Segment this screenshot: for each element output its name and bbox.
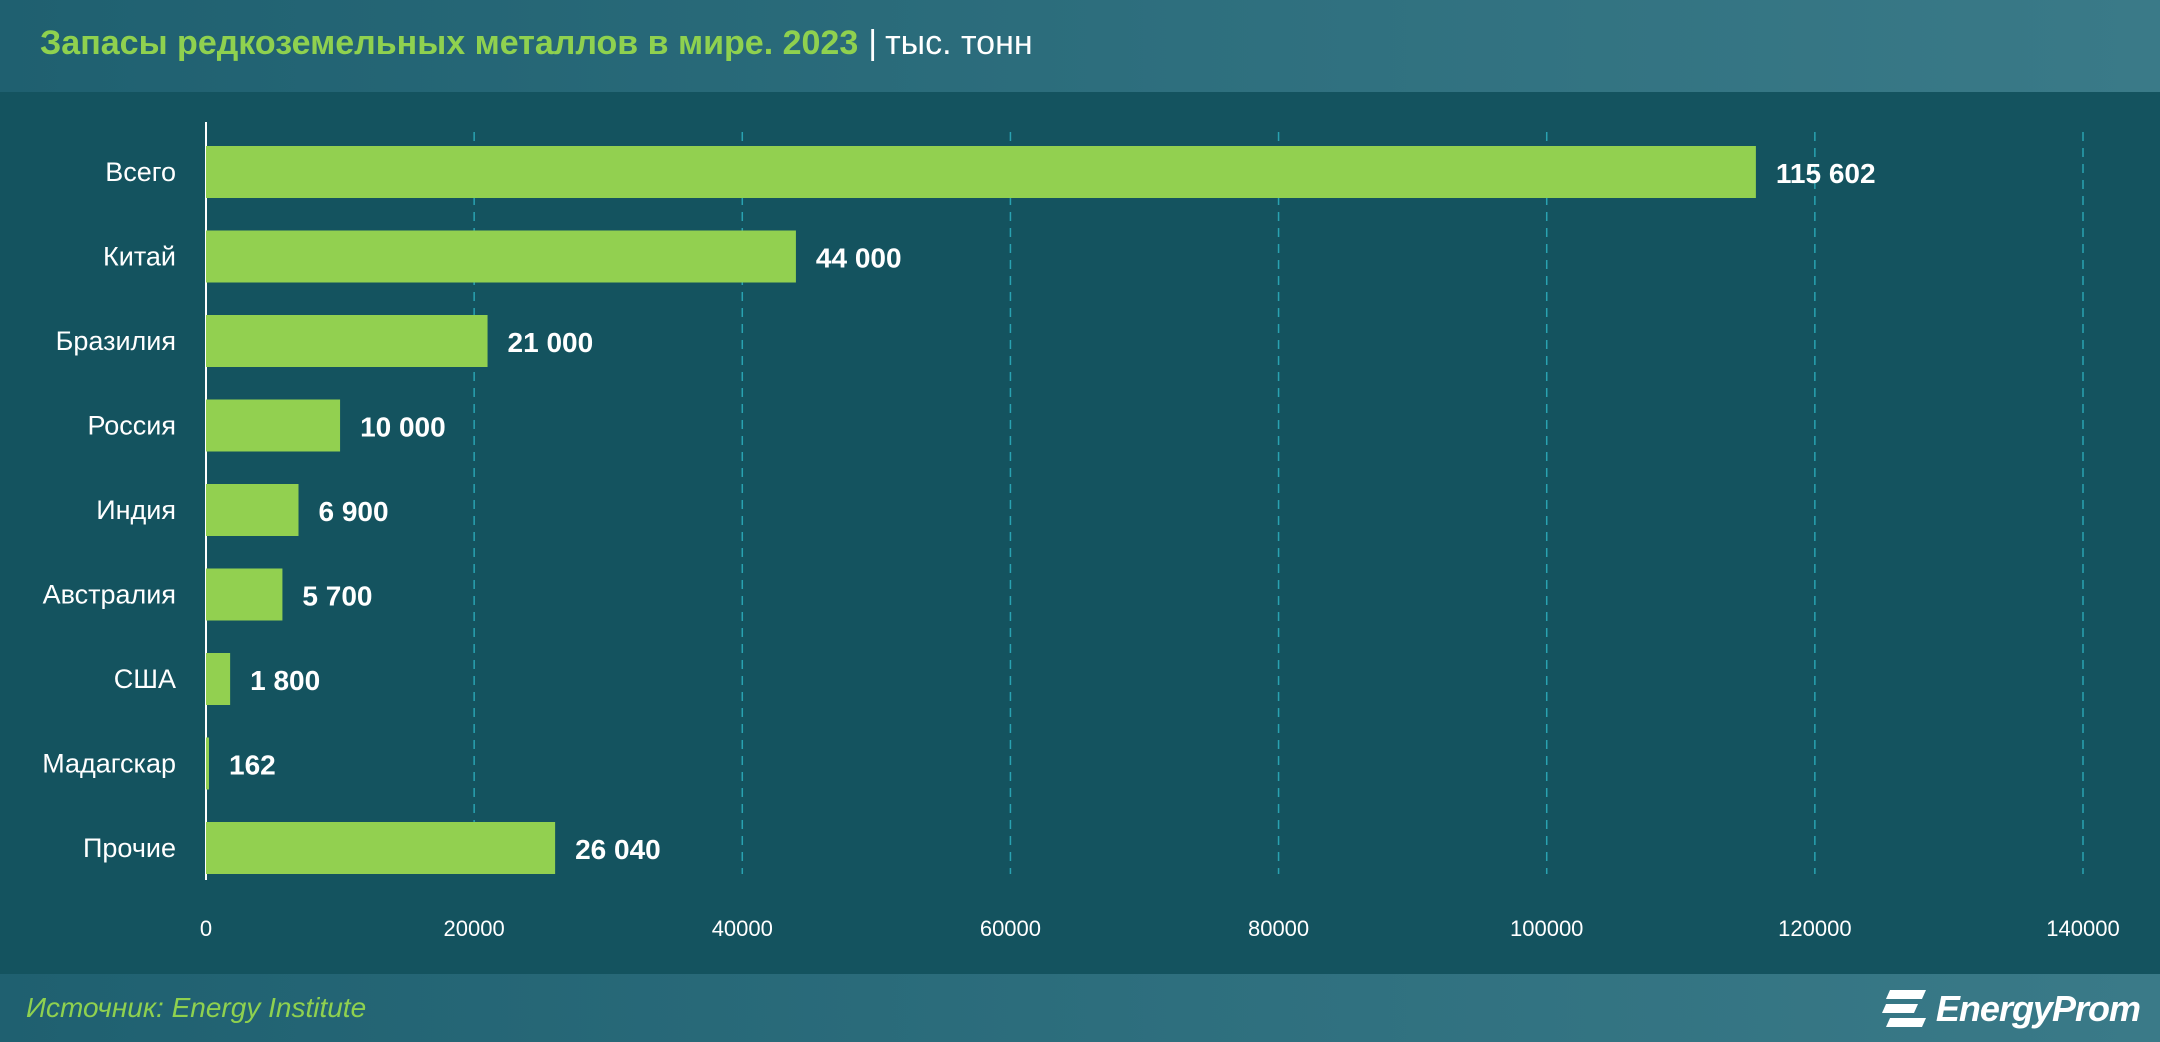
category-label: Прочие: [83, 833, 176, 863]
category-label: Китай: [103, 242, 176, 272]
x-tick-label: 20000: [444, 916, 505, 941]
bar: [206, 653, 231, 705]
x-tick-label: 140000: [2046, 916, 2119, 941]
title-text: Запасы редкоземельных металлов в мире. 2…: [40, 24, 859, 62]
x-tick-label: 0: [200, 916, 212, 941]
chart-title: Запасы редкоземельных металлов в мире. 2…: [40, 24, 1033, 63]
category-label: Австралия: [43, 580, 176, 610]
bar-chart: 0 20000 40000 60000 80000 100000 120000 140000 В…: [42, 122, 2120, 941]
title-separator: |: [868, 24, 878, 62]
value-label: 162: [229, 750, 276, 781]
x-tick-label: 120000: [1778, 916, 1851, 941]
bar: [206, 315, 488, 367]
category-label: США: [114, 664, 176, 694]
source-note: Источник: Energy Institute: [26, 992, 367, 1023]
energyprom-logo-icon: [1881, 990, 1926, 1027]
x-tick-label: 40000: [712, 916, 773, 941]
value-label: 26 040: [575, 834, 661, 865]
bar: [206, 230, 796, 283]
value-label: 5 700: [302, 581, 372, 612]
value-label: 10 000: [360, 412, 446, 443]
value-label: 1 800: [250, 665, 320, 696]
bar: [206, 737, 209, 790]
bar: [206, 484, 299, 536]
bar: [206, 568, 283, 621]
x-tick-label: 80000: [1248, 916, 1309, 941]
category-label: Бразилия: [56, 326, 176, 356]
category-label: Россия: [87, 411, 176, 441]
chart-header: Запасы редкоземельных металлов в мире. 2…: [0, 0, 2160, 92]
x-tick-label: 60000: [980, 916, 1041, 941]
bar: [206, 146, 1756, 198]
chart-footer: Источник: Energy Institute EnergyProm: [0, 974, 2160, 1042]
x-tick-label: 100000: [1510, 916, 1583, 941]
value-label: 21 000: [508, 327, 594, 358]
category-label: Мадагскар: [42, 749, 176, 779]
energyprom-logo: EnergyProm: [1881, 986, 2141, 1032]
logo-text: EnergyProm: [1935, 988, 2141, 1029]
value-label: 44 000: [816, 243, 902, 274]
bar: [206, 822, 556, 874]
bar: [206, 399, 341, 452]
category-label: Индия: [96, 495, 176, 525]
value-label: 6 900: [319, 496, 389, 527]
value-label: 115 602: [1776, 158, 1876, 189]
unit-label: тыс. тонн: [885, 24, 1033, 62]
category-label: Всего: [105, 157, 176, 187]
